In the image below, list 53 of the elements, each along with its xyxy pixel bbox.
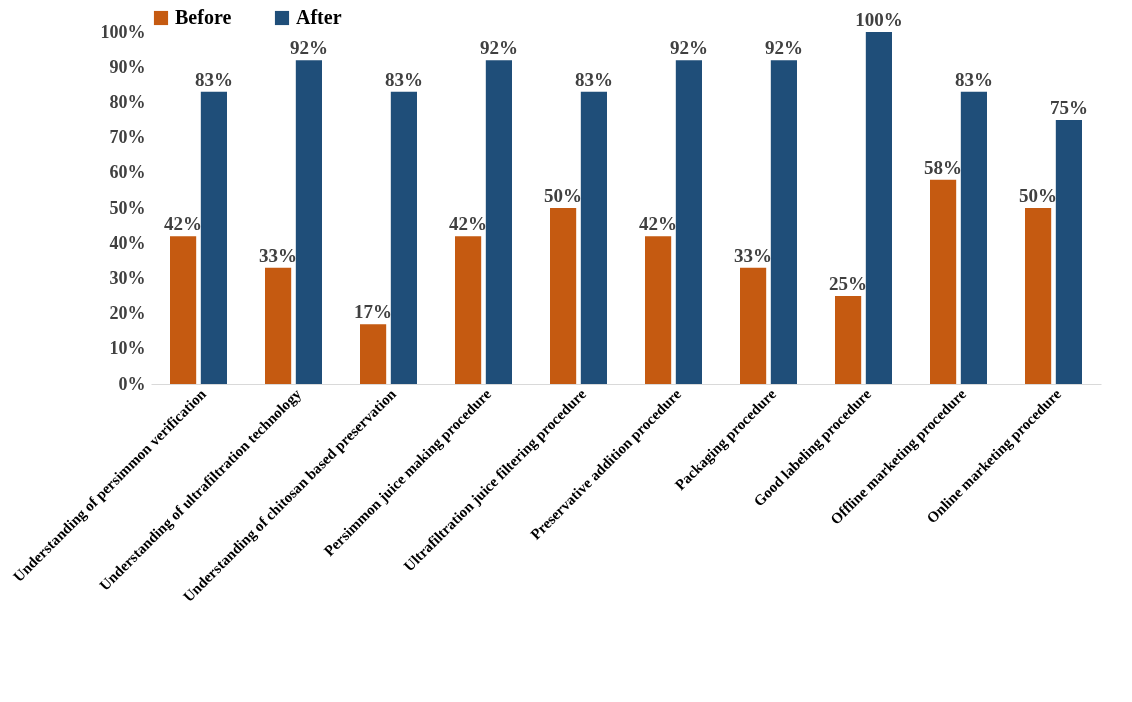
bar [550, 208, 577, 384]
bar [580, 91, 607, 384]
y-tick-label: 10% [109, 338, 146, 359]
bar [1025, 208, 1052, 384]
bar [930, 179, 957, 384]
data-label: 25% [829, 273, 868, 294]
legend-label: Before [175, 6, 232, 28]
data-label: 50% [1019, 185, 1058, 206]
data-label: 83% [384, 68, 423, 90]
bar [295, 60, 322, 384]
y-tick-label: 20% [109, 303, 146, 324]
y-tick-label: 90% [109, 56, 146, 77]
y-tick-label: 80% [109, 91, 146, 112]
data-label: 92% [764, 37, 803, 59]
data-label: 92% [289, 37, 328, 59]
bar [200, 91, 227, 384]
bar [770, 60, 797, 384]
bar [645, 236, 672, 384]
bar [390, 91, 417, 384]
data-label: 42% [449, 213, 488, 235]
bar [1055, 120, 1082, 384]
y-tick-label: 60% [109, 162, 146, 183]
data-label: 42% [639, 213, 678, 235]
y-tick-label: 40% [109, 232, 146, 253]
y-tick-label: 100% [100, 21, 146, 42]
y-tick-label: 70% [109, 127, 146, 148]
data-label: 83% [954, 68, 993, 90]
data-label: 33% [259, 244, 298, 266]
bar [455, 236, 482, 384]
y-tick-label: 50% [109, 197, 146, 218]
data-label: 92% [479, 37, 518, 59]
bar [740, 267, 767, 384]
data-label: 58% [924, 156, 963, 178]
bar [960, 91, 987, 384]
data-label: 83% [194, 68, 233, 90]
y-tick-label: 0% [118, 373, 146, 394]
bar [675, 60, 702, 384]
y-tick-label: 30% [109, 267, 146, 288]
bar [265, 267, 292, 384]
data-label: 75% [1049, 97, 1088, 118]
data-label: 83% [574, 68, 613, 90]
data-label: 100% [855, 9, 903, 30]
bar [170, 236, 197, 384]
data-label: 42% [164, 213, 203, 235]
data-label: 50% [544, 185, 583, 206]
bar [865, 32, 892, 384]
legend-label: After [296, 6, 342, 28]
data-label: 92% [669, 37, 708, 59]
bar [485, 60, 512, 384]
bar [835, 296, 862, 384]
data-label: 17% [354, 301, 393, 323]
data-label: 33% [734, 244, 773, 266]
bar [360, 324, 387, 384]
